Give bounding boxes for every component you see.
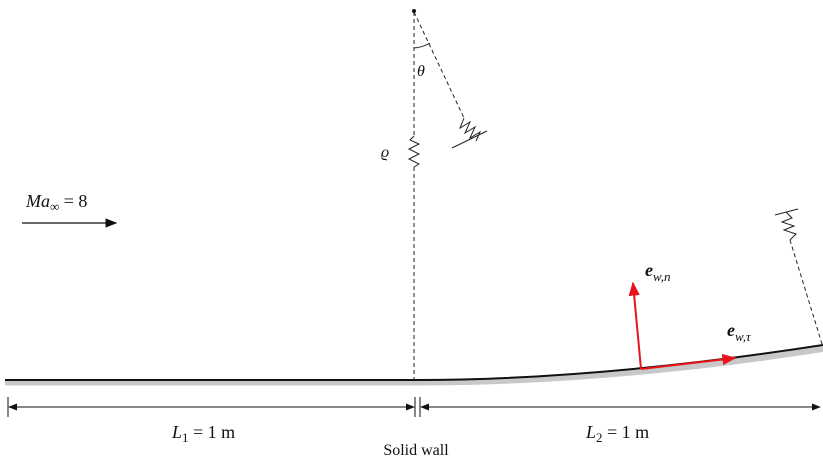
tangent-vector-label: ew,τ	[727, 320, 752, 344]
wall-shadow	[5, 346, 823, 386]
pendulum-inclined-line	[413, 11, 488, 149]
tangent-vector-arrow	[640, 353, 737, 370]
l1-label: L1 = 1 m	[171, 422, 235, 445]
rho-label: ϱ	[381, 144, 389, 161]
l2-label: L2 = 1 m	[585, 422, 649, 445]
theta-label: θ	[417, 63, 425, 80]
theta-angle-arc	[413, 42, 431, 49]
wall-surface	[5, 344, 823, 381]
pendulum-vertical-line	[407, 12, 421, 380]
right-spring-line	[774, 208, 823, 345]
dimension-l2	[419, 397, 821, 417]
normal-vector-arrow	[628, 281, 642, 370]
solid-wall-label: Solid wall	[383, 442, 449, 459]
mach-label: Ma∞ = 8	[25, 191, 87, 214]
normal-vector-label: ew,n	[645, 260, 670, 284]
pivot-point	[412, 9, 416, 13]
dimension-l1	[7, 397, 416, 417]
